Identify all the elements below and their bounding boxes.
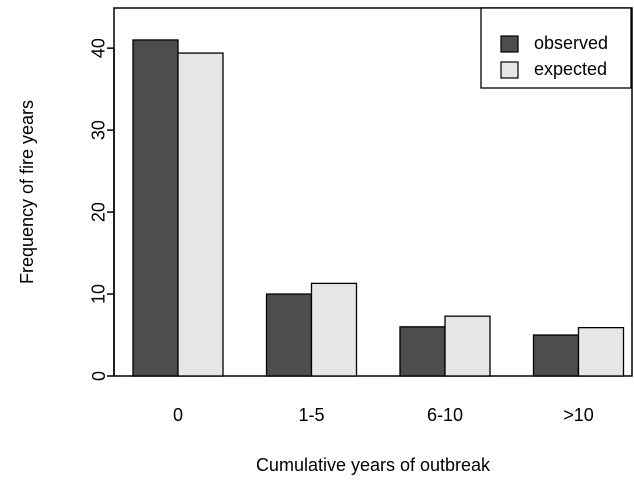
legend-label: observed — [534, 33, 608, 53]
bar — [177, 52, 224, 377]
y-axis-title: Frequency of fire years — [17, 100, 37, 284]
x-tick-label: 0 — [173, 405, 183, 425]
y-tick-label: 30 — [89, 120, 109, 140]
y-tick-label: 0 — [89, 371, 109, 381]
legend-swatch — [500, 35, 519, 53]
bar — [532, 334, 580, 377]
y-tick-label: 20 — [89, 202, 109, 222]
legend-swatch — [500, 61, 519, 79]
x-tick-label: 6-10 — [427, 405, 463, 425]
x-tick-label: 1-5 — [298, 405, 324, 425]
x-axis-title: Cumulative years of outbreak — [256, 455, 491, 475]
y-tick-label: 10 — [89, 284, 109, 304]
bar — [310, 282, 358, 377]
bar — [577, 326, 625, 377]
bar — [399, 326, 446, 377]
bar — [444, 315, 491, 377]
legend-label: expected — [534, 59, 607, 79]
bar — [265, 293, 313, 377]
y-tick-label: 40 — [89, 38, 109, 58]
x-tick-label: >10 — [563, 405, 594, 425]
bar — [132, 39, 179, 377]
